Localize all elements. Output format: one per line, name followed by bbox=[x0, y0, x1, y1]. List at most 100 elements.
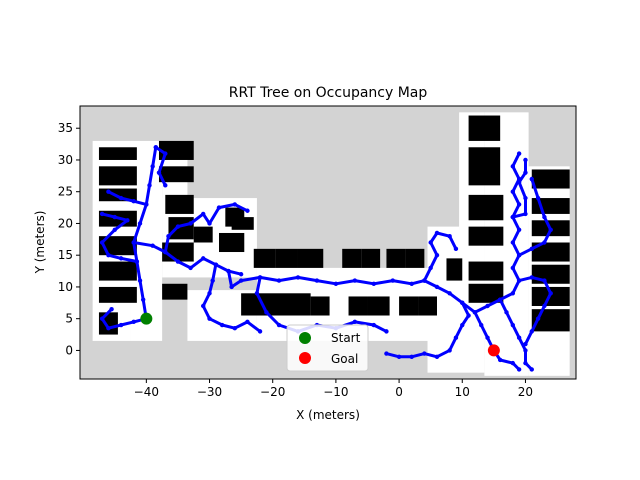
obstacle bbox=[531, 264, 570, 284]
tree-branch bbox=[154, 145, 167, 187]
markers bbox=[140, 312, 500, 357]
obstacle bbox=[193, 226, 213, 243]
tree-node bbox=[523, 211, 528, 217]
tree-node bbox=[409, 354, 414, 359]
obstacle bbox=[98, 147, 137, 160]
tree-node bbox=[371, 322, 377, 328]
obstacle bbox=[446, 258, 463, 281]
obstacle bbox=[468, 194, 504, 221]
tree-node bbox=[516, 202, 522, 207]
tree-node bbox=[118, 256, 124, 261]
tree-node bbox=[516, 335, 522, 340]
tree-node bbox=[516, 227, 522, 233]
x-tick-label: 20 bbox=[518, 385, 533, 399]
obstacle bbox=[531, 242, 570, 262]
tree-node bbox=[201, 303, 206, 309]
tree-node bbox=[510, 322, 516, 328]
tree-node bbox=[333, 281, 339, 286]
tree-node bbox=[523, 170, 528, 175]
tree-node bbox=[384, 329, 389, 334]
tree-node bbox=[137, 221, 143, 226]
tree-node bbox=[201, 211, 206, 217]
tree-node bbox=[131, 199, 136, 204]
tree-node bbox=[229, 284, 234, 290]
obstacle bbox=[98, 312, 118, 335]
plot-frame bbox=[79, 105, 577, 380]
tree-node bbox=[99, 316, 105, 321]
tree-branch bbox=[106, 190, 148, 206]
tree-node bbox=[207, 221, 212, 226]
tree-node bbox=[453, 335, 459, 340]
obstacle bbox=[168, 217, 194, 240]
tree-node bbox=[106, 326, 111, 331]
tree-node bbox=[542, 240, 547, 245]
tree-node bbox=[125, 218, 130, 223]
tree-node bbox=[447, 348, 452, 353]
tree-node bbox=[140, 297, 146, 302]
y-axis: 0 5 10 15 20 25 30 35 bbox=[58, 121, 80, 357]
tree-node bbox=[510, 189, 516, 194]
tree-node bbox=[510, 240, 516, 245]
rrt-tree bbox=[99, 145, 553, 372]
y-tick-label: 25 bbox=[58, 185, 73, 199]
tree-node bbox=[497, 357, 503, 363]
x-axis: −40 −30 −20 −10 0 10 20 bbox=[134, 379, 533, 399]
tree-node bbox=[201, 256, 206, 261]
tree-node bbox=[112, 227, 117, 233]
obstacle bbox=[98, 236, 137, 256]
tree-node bbox=[219, 322, 225, 328]
x-tick-label: −40 bbox=[134, 385, 159, 399]
tree-node bbox=[352, 278, 358, 283]
obstacle bbox=[253, 248, 276, 268]
tree-node bbox=[485, 335, 490, 340]
tree-node bbox=[529, 246, 534, 252]
obstacle bbox=[405, 248, 425, 268]
x-axis-label: X (meters) bbox=[296, 408, 360, 422]
tree-node bbox=[428, 240, 433, 245]
x-tick-label: −20 bbox=[260, 385, 285, 399]
tree-node bbox=[257, 275, 263, 280]
tree-node bbox=[516, 179, 522, 185]
tree-node bbox=[210, 278, 215, 283]
obstacle bbox=[468, 115, 501, 141]
tree-node bbox=[516, 252, 522, 258]
tree-node bbox=[156, 170, 162, 175]
tree-node bbox=[516, 367, 522, 372]
tree-node bbox=[523, 157, 528, 163]
tree-node bbox=[144, 202, 149, 207]
tree-node bbox=[460, 322, 465, 328]
tree-node bbox=[188, 265, 193, 271]
tree-branch bbox=[132, 145, 158, 321]
obstacle bbox=[361, 248, 381, 268]
legend-goal-marker bbox=[299, 352, 311, 364]
tree-node bbox=[99, 240, 105, 245]
tree-node bbox=[175, 259, 181, 264]
obstacle bbox=[162, 283, 188, 300]
tree-node bbox=[276, 278, 282, 283]
x-tick-label: 10 bbox=[455, 385, 470, 399]
obstacle bbox=[158, 166, 194, 183]
obstacle bbox=[310, 296, 330, 316]
legend-start-marker bbox=[299, 332, 311, 344]
tree-node bbox=[207, 316, 212, 321]
y-tick-label: 35 bbox=[58, 121, 73, 135]
tree-node bbox=[163, 151, 168, 156]
tree-node bbox=[516, 278, 522, 283]
tree-node bbox=[460, 300, 465, 306]
tree-node bbox=[510, 360, 516, 366]
tree-node bbox=[147, 183, 152, 188]
tree-node bbox=[245, 319, 250, 325]
tree-node bbox=[447, 291, 452, 296]
tree-node bbox=[497, 297, 503, 302]
obstacle bbox=[418, 296, 437, 316]
obstacle bbox=[468, 261, 504, 281]
tree-node bbox=[163, 183, 168, 188]
tree-node bbox=[542, 214, 547, 220]
tree-node bbox=[166, 233, 171, 239]
tree-node bbox=[485, 303, 490, 309]
tree-node bbox=[510, 214, 516, 220]
tree-node bbox=[314, 278, 320, 283]
obstacle bbox=[531, 169, 570, 189]
obstacle bbox=[348, 296, 368, 316]
obstacle bbox=[165, 194, 194, 214]
